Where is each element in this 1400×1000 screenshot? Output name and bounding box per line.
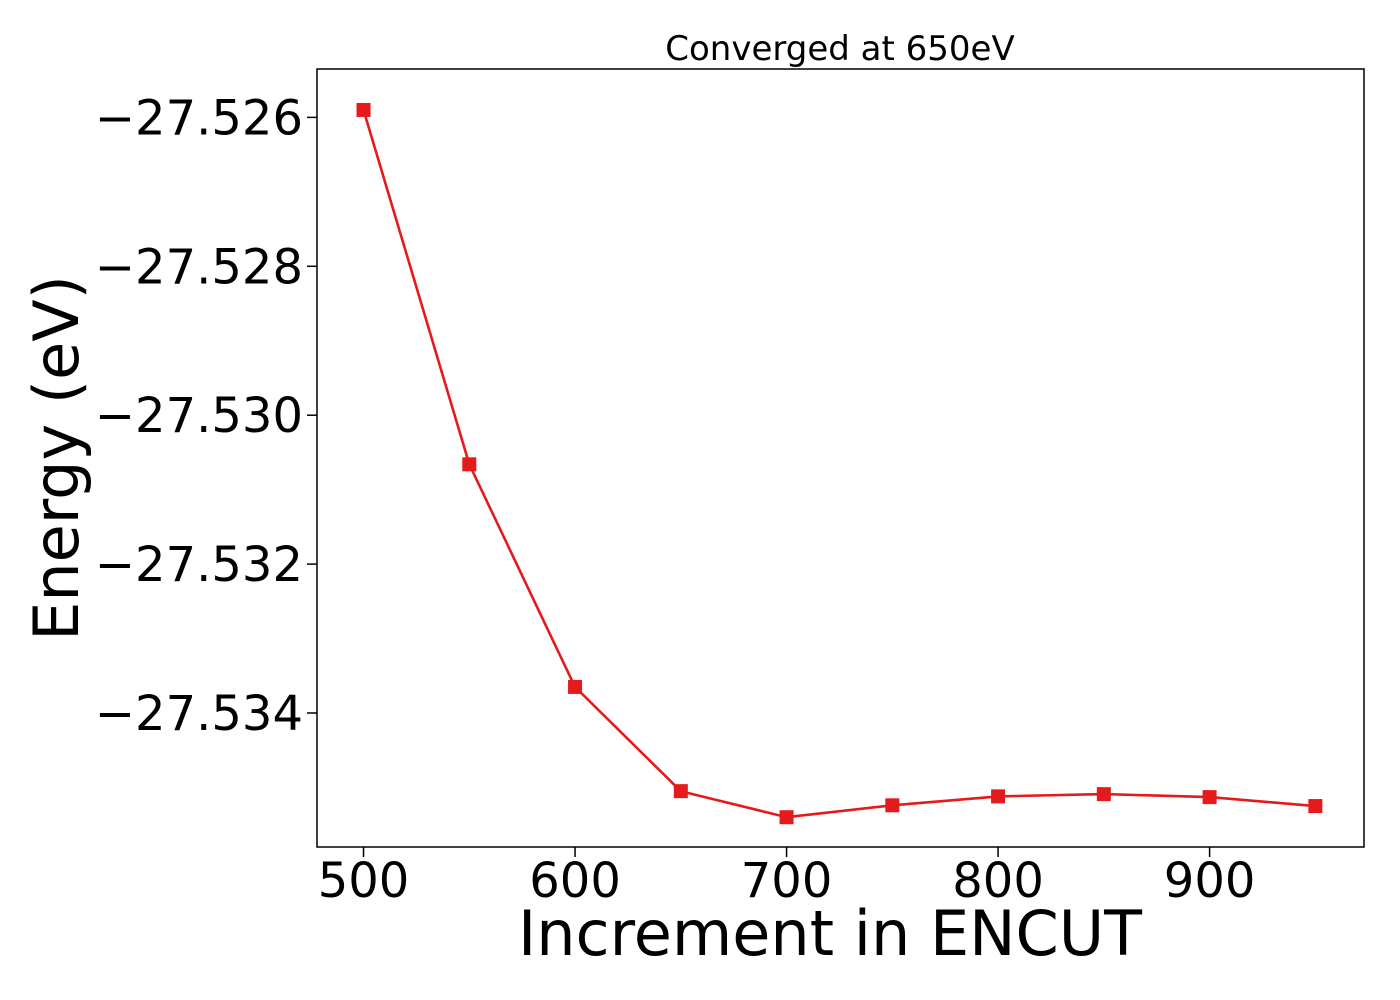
y-axis-label: Energy (eV) [20,275,93,641]
plot-area-frame [316,68,1365,848]
data-point-marker [885,798,900,813]
y-tick-label: −27.532 [95,537,303,593]
data-point-marker [991,789,1006,804]
data-point-marker [1096,787,1111,802]
y-tick-label: −27.534 [95,686,303,742]
y-tick-label: −27.528 [95,239,303,295]
series-markers [356,102,1323,825]
series-line [362,109,1316,819]
x-tick-label: 900 [1164,853,1256,909]
data-point-marker [1308,799,1323,814]
x-axis-label: Increment in ENCUT [518,897,1143,970]
data-point-marker [779,810,794,825]
x-axis: 500 600 700 800 900 [318,847,1256,909]
y-tick-label: −27.526 [95,90,303,146]
data-point-marker [462,457,477,472]
y-axis: −27.526 −27.528 −27.530 −27.532 −27.534 [95,90,317,742]
x-tick-label: 500 [318,853,410,909]
chart-title: Converged at 650eV [665,29,1014,69]
data-point-marker [1202,790,1217,805]
data-point-marker [673,784,688,799]
x-tick-label: 600 [529,853,621,909]
x-tick-label: 800 [952,853,1044,909]
y-tick-label: −27.530 [95,388,303,444]
data-point-marker [356,102,371,117]
data-point-marker [568,679,583,694]
x-tick-label: 700 [741,853,833,909]
